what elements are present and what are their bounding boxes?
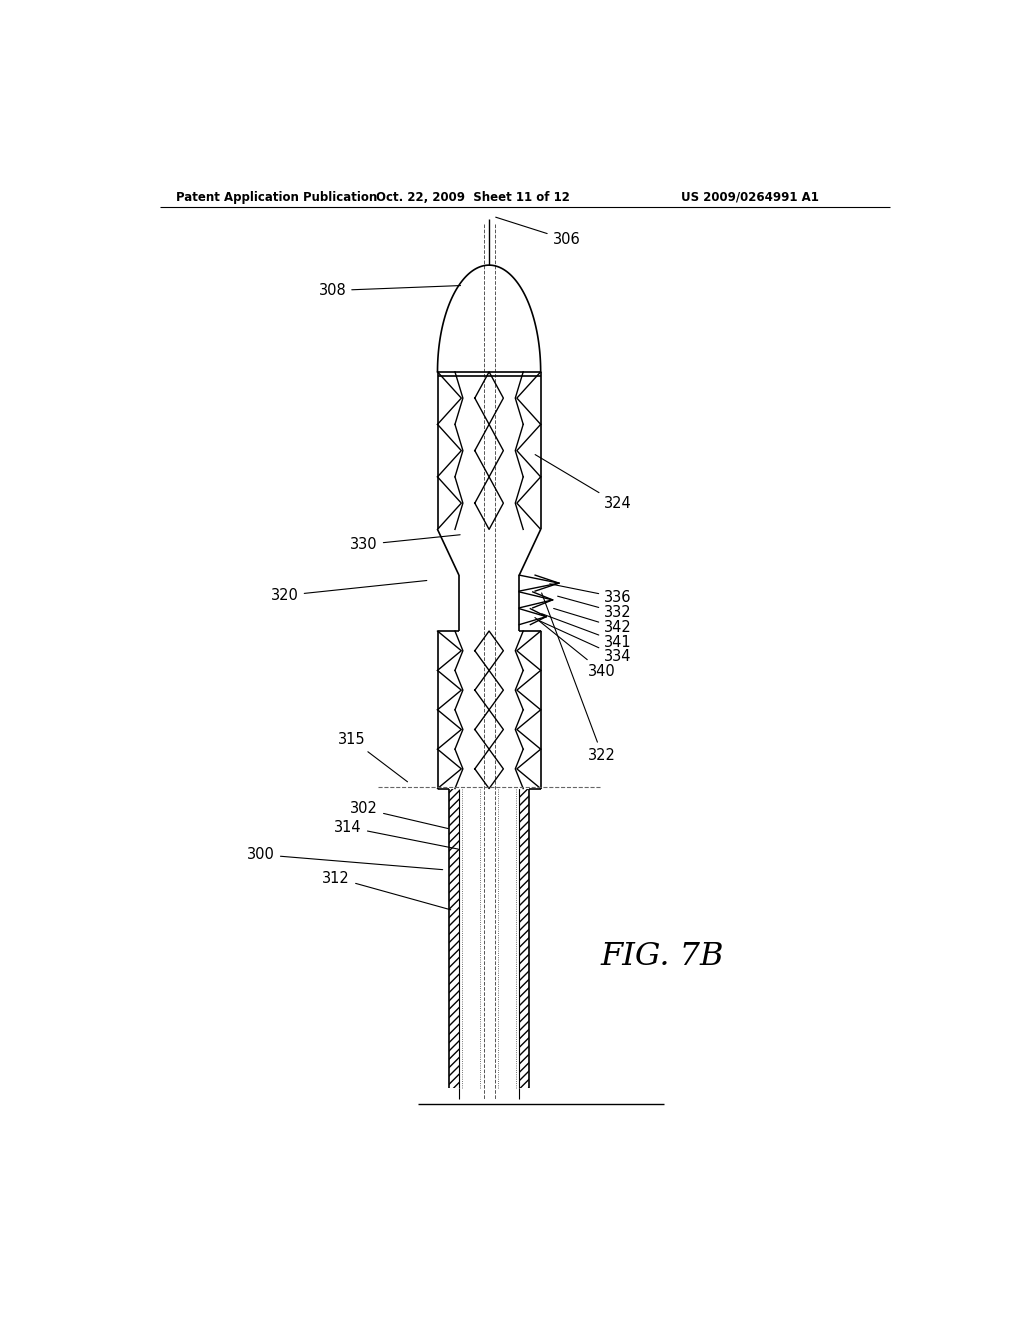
Bar xyxy=(450,788,459,1089)
Text: Oct. 22, 2009  Sheet 11 of 12: Oct. 22, 2009 Sheet 11 of 12 xyxy=(376,190,570,203)
Text: 314: 314 xyxy=(334,820,458,849)
Text: 306: 306 xyxy=(496,218,581,247)
Text: 330: 330 xyxy=(350,535,460,552)
Text: 300: 300 xyxy=(247,847,442,870)
Text: 324: 324 xyxy=(536,454,632,511)
Text: 332: 332 xyxy=(558,597,632,620)
Text: US 2009/0264991 A1: US 2009/0264991 A1 xyxy=(681,190,818,203)
Text: 336: 336 xyxy=(550,583,632,605)
Text: 340: 340 xyxy=(535,618,616,680)
Text: 334: 334 xyxy=(538,620,632,664)
Text: 308: 308 xyxy=(318,282,461,298)
Text: 341: 341 xyxy=(542,614,632,649)
Text: FIG. 7B: FIG. 7B xyxy=(600,941,724,972)
Text: 302: 302 xyxy=(350,801,449,829)
Text: Patent Application Publication: Patent Application Publication xyxy=(176,190,377,203)
Text: 312: 312 xyxy=(323,870,451,909)
Text: 322: 322 xyxy=(542,593,616,763)
Text: 320: 320 xyxy=(270,581,427,603)
Bar xyxy=(519,788,528,1089)
Text: 315: 315 xyxy=(338,733,408,781)
Text: 342: 342 xyxy=(554,609,632,635)
